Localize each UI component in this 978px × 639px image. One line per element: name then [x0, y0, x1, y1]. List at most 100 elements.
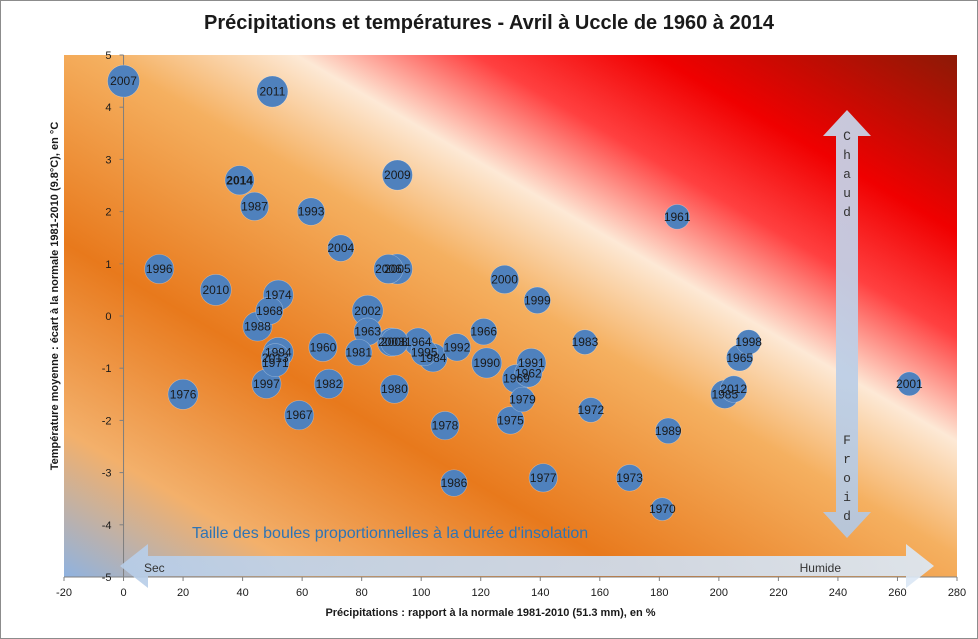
- tick-labels: -5 -4 -3 -2 -1 0 1 2 3 4 5 -20 0 20 40 60 80 100 120 140 160…: [49, 50, 966, 619]
- bubble-1971: [261, 348, 290, 378]
- bubble-2014: [224, 165, 255, 196]
- y-tick-label: 4: [105, 102, 111, 114]
- bubble-label-1982: 1982: [316, 377, 343, 391]
- bubble-label-2007: 2007: [110, 74, 137, 88]
- x-tick-label: 60: [296, 587, 308, 599]
- bubble-1980: [379, 374, 409, 404]
- x-tick-label: 140: [531, 587, 549, 599]
- bubble-label-2004: 2004: [327, 241, 354, 255]
- bubble-2010: [199, 274, 232, 306]
- bubble-1978: [430, 411, 460, 441]
- bubble-label-1974: 1974: [265, 288, 292, 302]
- bubble-2006: [373, 254, 404, 284]
- bubble-label-1990: 1990: [473, 356, 500, 370]
- bubble-1995: [410, 338, 438, 367]
- bubble-label-1984: 1984: [420, 351, 447, 365]
- bubble-label-1975: 1975: [497, 413, 524, 427]
- bubble-1982: [313, 368, 344, 399]
- bubble-label-1971: 1971: [262, 356, 289, 370]
- bubble-label-2011: 2011: [259, 85, 285, 99]
- x-tick-label: 260: [888, 587, 906, 599]
- bubble-label-2012: 2012: [720, 382, 747, 396]
- x-tick-label: 20: [177, 587, 189, 599]
- arrow-label-chaud-letter: d: [843, 205, 851, 220]
- bubble-label-2010: 2010: [202, 283, 229, 297]
- bubble-size-annotation: Taille des boules proportionnelles à la …: [192, 525, 588, 542]
- x-tick-label: 200: [710, 587, 728, 599]
- arrow-label-humide: Humide: [800, 561, 842, 575]
- arrow-label-chaud-letter: u: [843, 186, 851, 201]
- bubble-1993: [297, 197, 326, 226]
- plot-area: [64, 55, 957, 577]
- y-tick-label: 1: [105, 259, 111, 271]
- bubble-2011: [256, 75, 289, 108]
- arrow-label-froid-letter: o: [843, 471, 851, 486]
- vertical-arrow: [823, 110, 871, 538]
- bubble-1967: [284, 400, 315, 431]
- bubble-label-2005: 2005: [384, 262, 411, 276]
- x-axis-title: Précipitations : rapport à la normale 19…: [325, 607, 655, 619]
- bubble-label-1988: 1988: [244, 319, 271, 333]
- bubble-2000: [490, 264, 520, 294]
- bubble-1983: [572, 329, 598, 355]
- bubble-1999: [523, 286, 551, 314]
- y-tick-label: -1: [102, 363, 112, 375]
- arrow-label-froid-letter: F: [843, 433, 851, 448]
- bubble-label-1977: 1977: [530, 471, 557, 485]
- bubble-1970: [650, 497, 675, 521]
- plot-background: [64, 55, 957, 577]
- bubble-label-1979: 1979: [509, 393, 536, 407]
- x-tick-label: 120: [472, 587, 490, 599]
- bubble-label-1963: 1963: [354, 325, 381, 339]
- horizontal-arrow: [120, 544, 934, 588]
- bubble-label-1983: 1983: [572, 335, 599, 349]
- bubble-1973: [615, 464, 644, 492]
- bubble-label-2003: 2003: [378, 335, 405, 349]
- bubble-label-1972: 1972: [578, 403, 605, 417]
- bubble-label-1966: 1966: [470, 325, 497, 339]
- x-tick-label: 100: [412, 587, 430, 599]
- bubble-1975: [496, 406, 525, 435]
- bubble-1977: [528, 463, 558, 493]
- arrow-label-froid-letter: i: [843, 490, 851, 505]
- bubble-label-1987: 1987: [241, 199, 268, 213]
- axis-lines: [63, 54, 958, 581]
- x-tick-label: 0: [120, 587, 126, 599]
- bubble-1968: [255, 296, 284, 325]
- bubble-label-1970: 1970: [649, 502, 676, 516]
- bubble-label-1965: 1965: [726, 351, 753, 365]
- x-tick-label: 160: [591, 587, 609, 599]
- bubble-label-1989: 1989: [655, 424, 682, 438]
- bubble-1972: [578, 397, 604, 423]
- x-tick-label: 40: [236, 587, 248, 599]
- bubble-1986: [440, 469, 468, 497]
- chart-title: Précipitations et températures - Avril à…: [204, 12, 774, 34]
- y-tick-label: -5: [102, 572, 112, 584]
- bubble-label-2006: 2006: [375, 262, 402, 276]
- bubble-label-2000: 2000: [491, 272, 518, 286]
- bubble-label-1993: 1993: [298, 205, 325, 219]
- bubble-label-1999: 1999: [524, 293, 551, 307]
- y-tick-label: 2: [105, 207, 111, 219]
- bubble-1990: [471, 347, 503, 379]
- bubble-label-1973: 1973: [616, 471, 643, 485]
- arrow-label-chaud-letter: h: [843, 148, 851, 163]
- bubble-label-1976: 1976: [170, 387, 197, 401]
- bubble-label-1986: 1986: [441, 476, 468, 490]
- x-tick-label: -20: [56, 587, 72, 599]
- bubble-1996: [144, 254, 175, 284]
- y-tick-label: -3: [102, 468, 112, 480]
- bubble-1998: [735, 329, 762, 355]
- x-tick-label: 280: [948, 587, 966, 599]
- bubble-label-1962: 1962: [515, 366, 542, 380]
- bubble-label-1981: 1981: [345, 346, 372, 360]
- bubble-2004: [327, 234, 355, 262]
- x-tick-label: 180: [650, 587, 668, 599]
- arrow-label-sec: Sec: [144, 561, 165, 575]
- bubble-label-1960: 1960: [310, 340, 337, 354]
- bubble-label-2002: 2002: [354, 304, 381, 318]
